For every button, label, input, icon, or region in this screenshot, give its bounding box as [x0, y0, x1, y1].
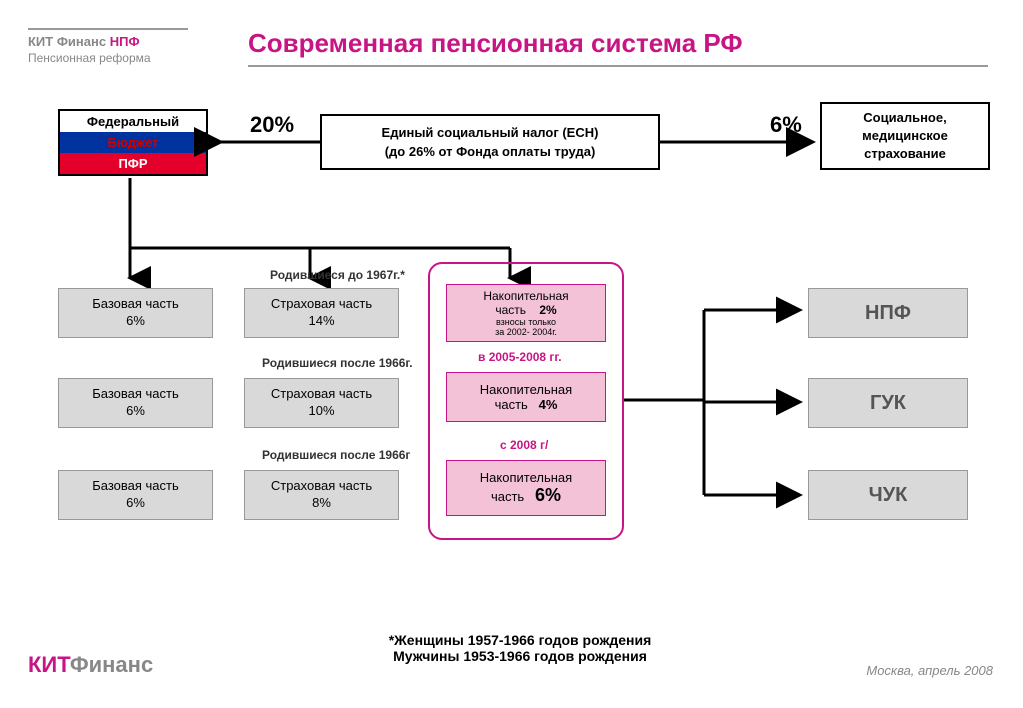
fund-chuk: ЧУК: [808, 470, 968, 520]
fund-guk: ГУК: [808, 378, 968, 428]
footer-fin: Финанс: [70, 652, 153, 677]
fund-npf: НПФ: [808, 288, 968, 338]
header-subtitle: Пенсионная реформа: [28, 51, 188, 65]
page-title: Современная пенсионная система РФ: [248, 28, 988, 67]
ins-box-3: Страховая часть8%: [244, 470, 399, 520]
esn-line1: Единый социальный налог (ЕСН): [322, 123, 658, 143]
footer-date: Москва, апрель 2008: [866, 663, 993, 678]
base-box-2: Базовая часть6%: [58, 378, 213, 428]
group2-label: Родившиеся после 1966г.: [262, 356, 413, 370]
esn-box: Единый социальный налог (ЕСН) (до 26% от…: [320, 114, 660, 170]
acc-box-2: Накопительная часть 4%: [446, 372, 606, 422]
brand-kit: КИТ Финанс: [28, 34, 106, 49]
flag-red-label: ПФР: [60, 153, 206, 174]
base-box-3: Базовая часть6%: [58, 470, 213, 520]
insurance-box: Социальное, медицинское страхование: [820, 102, 990, 170]
flag-blue-label: Бюджет: [60, 132, 206, 153]
ins-box-1: Страховая часть14%: [244, 288, 399, 338]
period-2: с 2008 г/: [500, 438, 548, 452]
esn-line2: (до 26% от Фонда оплаты труда): [322, 142, 658, 162]
connector-funds: [624, 280, 808, 520]
brand-npf: НПФ: [110, 34, 140, 49]
ins-l3: страхование: [822, 145, 988, 163]
group3-label: Родившиеся после 1966г: [262, 448, 410, 462]
header-brand: КИТ Финанс НПФ: [28, 34, 188, 49]
ins-box-2: Страховая часть10%: [244, 378, 399, 428]
pct-20: 20%: [250, 112, 294, 138]
footer-kit: КИТ: [28, 652, 70, 677]
flag-white-label: Федеральный: [60, 111, 206, 132]
group1-label: Родившиеся до 1967г.*: [270, 268, 405, 282]
ins-l1: Социальное,: [822, 109, 988, 127]
header-block: КИТ Финанс НПФ Пенсионная реформа: [28, 28, 188, 65]
footer-logo: КИТФинанс: [28, 652, 153, 678]
pct-6: 6%: [770, 112, 802, 138]
period-1: в 2005-2008 гг.: [478, 350, 562, 364]
base-box-1: Базовая часть6%: [58, 288, 213, 338]
acc-box-3: Накопительная часть 6%: [446, 460, 606, 516]
footnote: *Женщины 1957-1966 годов рождения Мужчин…: [340, 632, 700, 664]
federal-budget-box: Федеральный Бюджет ПФР: [58, 109, 208, 176]
ins-l2: медицинское: [822, 127, 988, 145]
acc-box-1: Накопительная часть 2% взносы только за …: [446, 284, 606, 342]
